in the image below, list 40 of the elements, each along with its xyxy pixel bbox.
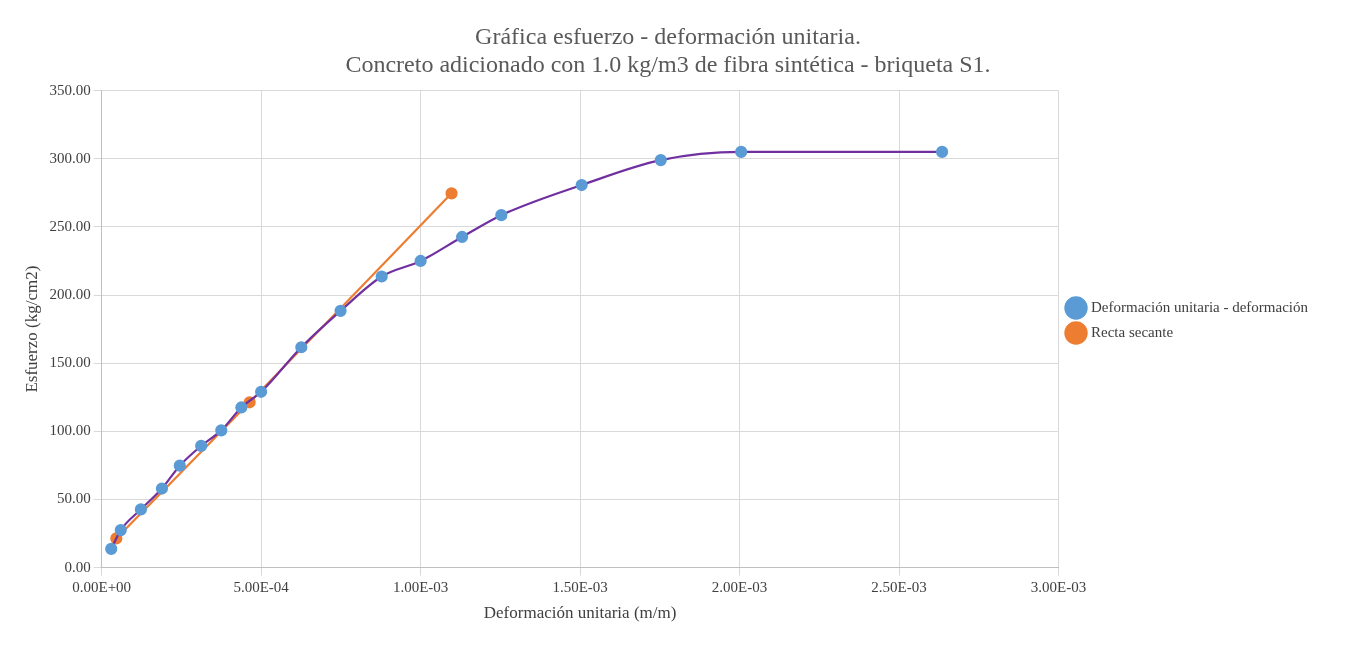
legend-label: Recta secante xyxy=(1091,323,1174,340)
point xyxy=(575,178,588,192)
x-tick-label: 5.00E-04 xyxy=(233,578,290,595)
point xyxy=(215,424,228,437)
point xyxy=(134,503,147,516)
y-tick-label: 200.00 xyxy=(49,285,91,302)
x-tick-label: 1.50E-03 xyxy=(552,578,608,595)
point xyxy=(195,439,208,452)
point xyxy=(155,482,169,495)
point xyxy=(375,270,388,283)
point xyxy=(414,254,427,268)
point xyxy=(495,209,508,222)
y-tick-label: 150.00 xyxy=(49,354,91,371)
point xyxy=(105,542,118,556)
point xyxy=(255,385,268,398)
y-tick-label: 0.00 xyxy=(64,558,91,575)
x-axis-title: Deformación unitaria (m/m) xyxy=(483,603,677,623)
legend-label: Deformación unitaria - deformación xyxy=(1091,298,1309,315)
y-tick-label: 300.00 xyxy=(49,149,91,166)
chart-title: Gráfica esfuerzo - deformación unitaria. Concreto adicionado con 1.0 kg/m3 de fibra sintética - briqueta S1. xyxy=(345,22,991,78)
x-tick-label: 0.00E+00 xyxy=(72,578,132,595)
y-tick-label: 350.00 xyxy=(49,81,91,98)
y-tick-label: 50.00 xyxy=(56,490,91,507)
point xyxy=(455,230,469,244)
point xyxy=(295,341,308,354)
point xyxy=(235,401,248,414)
y-axis-title: Esfuerzo (kg/cm2) xyxy=(21,265,41,393)
point xyxy=(173,459,186,472)
point xyxy=(654,154,667,167)
x-tick-label: 3.00E-03 xyxy=(1030,578,1087,595)
point xyxy=(735,145,748,159)
x-tick-label: 2.50E-03 xyxy=(871,578,927,595)
point xyxy=(334,304,347,317)
y-tick-label: 250.00 xyxy=(49,217,91,234)
point xyxy=(114,524,127,537)
point xyxy=(935,145,949,159)
x-tick-label: 1.00E-03 xyxy=(392,578,449,595)
point xyxy=(445,187,458,200)
x-tick-label: 2.00E-03 xyxy=(711,578,768,595)
y-tick-label: 100.00 xyxy=(49,422,91,439)
